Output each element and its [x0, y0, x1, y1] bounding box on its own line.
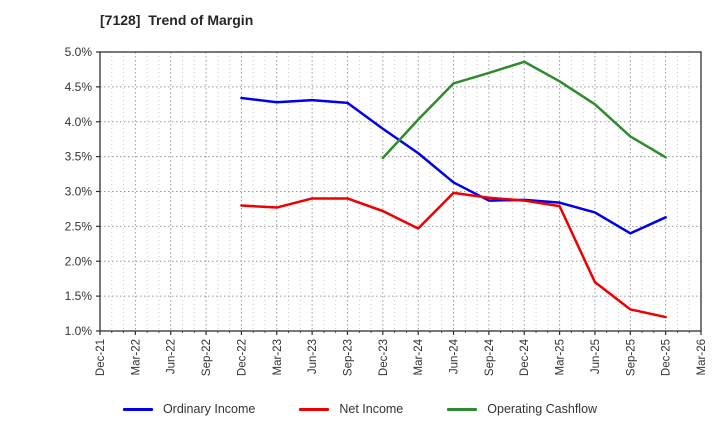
svg-text:Dec-22: Dec-22: [236, 339, 248, 376]
svg-text:Mar-26: Mar-26: [696, 339, 708, 375]
svg-text:Jun-24: Jun-24: [449, 338, 461, 374]
legend-item-operating-cashflow: Operating Cashflow: [447, 402, 597, 416]
net-income-line-swatch: [299, 407, 330, 411]
svg-text:Mar-22: Mar-22: [130, 339, 142, 375]
legend-item-ordinary-income: Ordinary Income: [122, 402, 256, 416]
svg-text:Dec-23: Dec-23: [378, 339, 390, 376]
chart-plot-area: Dec-21 Mar-22 Jun-22 Sep-22 Dec-22 Mar-23 Jun-…: [65, 45, 708, 376]
svg-text:2.0%: 2.0%: [65, 254, 93, 268]
svg-text:3.5%: 3.5%: [65, 150, 93, 164]
svg-text:Mar-25: Mar-25: [555, 339, 567, 375]
svg-text:5.0%: 5.0%: [65, 45, 93, 59]
svg-text:Sep-25: Sep-25: [625, 339, 637, 376]
svg-text:4.0%: 4.0%: [65, 115, 93, 129]
legend-label: Operating Cashflow: [487, 402, 598, 416]
svg-text:Dec-21: Dec-21: [95, 339, 107, 376]
svg-text:Jun-22: Jun-22: [166, 339, 178, 374]
svg-text:Dec-25: Dec-25: [661, 339, 673, 376]
svg-text:2.5%: 2.5%: [65, 219, 93, 233]
svg-text:Jun-23: Jun-23: [307, 339, 319, 374]
legend-item-net-income: Net Income: [299, 402, 403, 416]
svg-text:Mar-24: Mar-24: [413, 338, 425, 375]
svg-text:Sep-22: Sep-22: [201, 339, 213, 376]
operating-cashflow-line-swatch: [447, 407, 478, 411]
legend-label: Ordinary Income: [162, 402, 256, 416]
chart-legend: Ordinary Income Net Income Operating Cas…: [0, 402, 720, 416]
svg-text:1.5%: 1.5%: [65, 289, 93, 303]
ordinary-income-line-swatch: [122, 407, 153, 411]
svg-text:Jun-25: Jun-25: [590, 339, 602, 374]
svg-text:4.5%: 4.5%: [65, 80, 93, 94]
svg-text:1.0%: 1.0%: [65, 324, 93, 338]
svg-text:Dec-24: Dec-24: [519, 338, 531, 376]
svg-text:Mar-23: Mar-23: [272, 339, 284, 375]
legend-label: Net Income: [339, 402, 404, 416]
chart-title: [7128] Trend of Margin: [100, 12, 254, 28]
svg-text:3.0%: 3.0%: [65, 185, 93, 199]
svg-text:Sep-24: Sep-24: [484, 338, 496, 376]
svg-text:Sep-23: Sep-23: [342, 339, 354, 376]
